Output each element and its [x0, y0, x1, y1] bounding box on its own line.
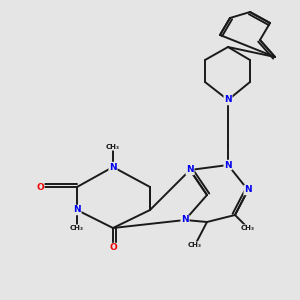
Text: CH₃: CH₃ — [106, 144, 120, 150]
Text: N: N — [224, 95, 232, 104]
Text: CH₃: CH₃ — [241, 225, 255, 231]
Text: N: N — [109, 163, 117, 172]
Text: O: O — [36, 182, 44, 191]
Text: N: N — [224, 160, 232, 169]
Text: CH₃: CH₃ — [188, 242, 202, 248]
Text: N: N — [73, 206, 81, 214]
Text: CH₃: CH₃ — [70, 225, 84, 231]
Text: N: N — [186, 166, 194, 175]
Text: O: O — [109, 244, 117, 253]
Text: N: N — [181, 215, 189, 224]
Text: N: N — [244, 185, 252, 194]
